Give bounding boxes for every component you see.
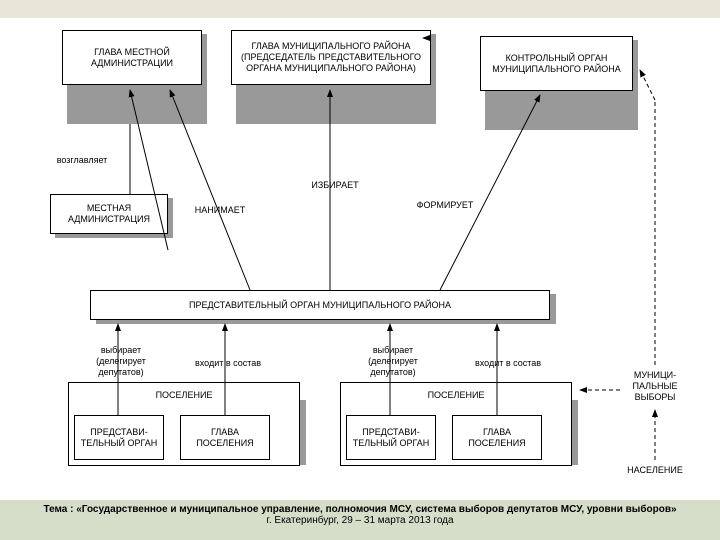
text: ПРЕДСТАВИ- ТЕЛЬНЫЙ ОРГАН bbox=[353, 427, 430, 449]
box-repbody1: ПРЕДСТАВИ- ТЕЛЬНЫЙ ОРГАН bbox=[74, 415, 164, 460]
bg-band-top bbox=[0, 0, 720, 18]
label-elects: ИЗБИРАЕТ bbox=[300, 180, 370, 191]
text: ПРЕДСТАВИТЕЛЬНЫЙ ОРГАН МУНИЦИПАЛЬНОГО РА… bbox=[189, 300, 451, 311]
text: ГЛАВА ПОСЕЛЕНИЯ bbox=[456, 427, 538, 449]
label-incomp2: входит в состав bbox=[468, 358, 548, 369]
label-population: НАСЕЛЕНИЕ bbox=[620, 465, 690, 476]
box-local-admin: МЕСТНАЯ АДМИНИСТРАЦИЯ bbox=[50, 194, 168, 234]
text: ГЛАВА МЕСТНОЙ АДМИНИСТРАЦИИ bbox=[66, 47, 198, 69]
label-heads: возглавляет bbox=[42, 155, 122, 166]
footer-sub: г. Екатеринбург, 29 – 31 марта 2013 года bbox=[0, 515, 720, 526]
box-settlement2: ПОСЕЛЕНИЕ bbox=[340, 382, 572, 407]
box-settlement1: ПОСЕЛЕНИЕ bbox=[68, 382, 300, 407]
box-repbody2: ПРЕДСТАВИ- ТЕЛЬНЫЙ ОРГАН bbox=[346, 415, 436, 460]
text: ПОСЕЛЕНИЕ bbox=[156, 390, 213, 401]
text: ГЛАВА ПОСЕЛЕНИЯ bbox=[184, 427, 266, 449]
text: ГЛАВА МУНИЦИПАЛЬНОГО РАЙОНА (ПРЕДСЕДАТЕЛ… bbox=[235, 41, 427, 73]
box-headset1: ГЛАВА ПОСЕЛЕНИЯ bbox=[180, 415, 270, 460]
footer-title: Тема : «Государственное и муниципальное … bbox=[0, 504, 720, 515]
text: МЕСТНАЯ АДМИНИСТРАЦИЯ bbox=[54, 203, 164, 225]
box-headset2: ГЛАВА ПОСЕЛЕНИЯ bbox=[452, 415, 542, 460]
text: КОНТРОЛЬНЫЙ ОРГАН МУНИЦИПАЛЬНОГО РАЙОНА bbox=[484, 53, 629, 75]
box-head-admin: ГЛАВА МЕСТНОЙ АДМИНИСТРАЦИИ bbox=[62, 30, 202, 85]
box-rep-organ: ПРЕДСТАВИТЕЛЬНЫЙ ОРГАН МУНИЦИПАЛЬНОГО РА… bbox=[90, 290, 550, 320]
label-forms: ФОРМИРУЕТ bbox=[410, 200, 480, 211]
text: ПРЕДСТАВИ- ТЕЛЬНЫЙ ОРГАН bbox=[81, 427, 158, 449]
text: ПОСЕЛЕНИЕ bbox=[428, 390, 485, 401]
box-control: КОНТРОЛЬНЫЙ ОРГАН МУНИЦИПАЛЬНОГО РАЙОНА bbox=[480, 36, 633, 91]
label-hires: НАНИМАЕТ bbox=[190, 205, 250, 216]
box-head-mun: ГЛАВА МУНИЦИПАЛЬНОГО РАЙОНА (ПРЕДСЕДАТЕЛ… bbox=[231, 30, 431, 85]
label-delegates2: выбирает (делегирует депутатов) bbox=[358, 345, 428, 377]
label-mun-elections: МУНИЦИ- ПАЛЬНЫЕ ВЫБОРЫ bbox=[620, 370, 690, 402]
label-delegates1: выбирает (делегирует депутатов) bbox=[86, 345, 156, 377]
label-incomp1: входит в состав bbox=[188, 358, 268, 369]
footer: Тема : «Государственное и муниципальное … bbox=[0, 500, 720, 540]
